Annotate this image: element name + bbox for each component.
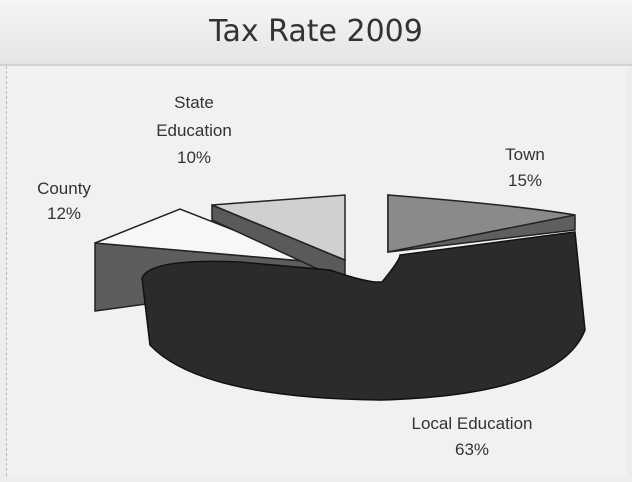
- label-local-education-value: 63%: [455, 440, 489, 459]
- label-county-name: County: [37, 179, 91, 198]
- label-town-value: 15%: [508, 171, 542, 190]
- chart-title: Tax Rate 2009: [209, 14, 423, 49]
- title-bar: Tax Rate 2009: [0, 0, 632, 66]
- pie-slice-state-education: [211, 194, 346, 277]
- pie-slice-local-education: [141, 231, 586, 401]
- label-state-education-name: State Education: [156, 93, 232, 140]
- label-local-education-name: Local Education: [412, 414, 533, 433]
- label-county-value: 12%: [47, 204, 81, 223]
- pie-slice-town: [387, 194, 576, 253]
- label-town-name: Town: [505, 145, 545, 164]
- label-state-education-value: 10%: [177, 148, 211, 167]
